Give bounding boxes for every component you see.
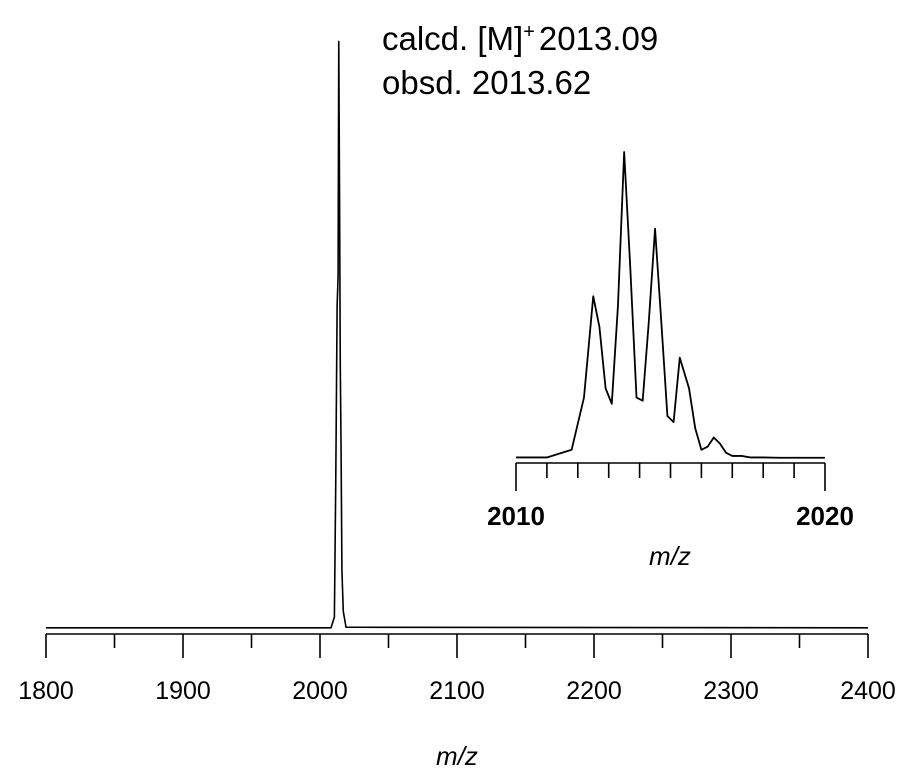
main-tick-label: 2200 <box>566 677 622 705</box>
inset-tick-label: 2020 <box>796 501 854 531</box>
main-x-axis-label: m/z <box>436 741 478 771</box>
inset-spectrum-trace <box>516 151 825 459</box>
main-tick-label: 1900 <box>155 677 211 705</box>
calcd-annotation: calcd. [M]+ 2013.09 <box>382 20 658 57</box>
main-tick-label: 2100 <box>429 677 485 705</box>
inset-tick-label: 2010 <box>487 501 545 531</box>
main-spectrum-trace <box>46 40 869 629</box>
calcd-superscript: + <box>523 21 535 43</box>
obsd-annotation: obsd. 2013.62 <box>382 64 591 101</box>
main-spectrum-plot: 1800 1900 2000 2100 2200 2300 2400 <box>18 40 896 705</box>
inset-x-axis-label: m/z <box>649 541 691 571</box>
main-tick-label: 2400 <box>840 677 896 705</box>
main-tick-label: 2000 <box>292 677 348 705</box>
main-tick-label: 2300 <box>703 677 759 705</box>
isotope-inset-plot: 2010 2020 <box>487 151 854 531</box>
main-tick-label: 1800 <box>18 677 74 705</box>
calcd-value: 2013.09 <box>539 20 658 57</box>
calcd-prefix: calcd. [M] <box>382 20 523 57</box>
